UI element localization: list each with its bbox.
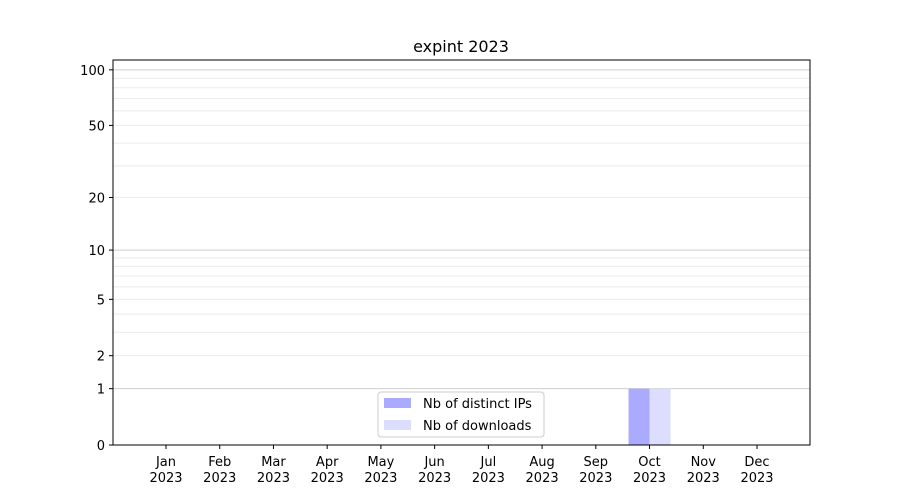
x-tick-label-month: May — [367, 455, 394, 470]
y-tick-label: 0 — [97, 439, 105, 454]
x-tick-label-year: 2023 — [203, 471, 236, 486]
y-tick-label: 1 — [97, 383, 105, 398]
legend-label-ips: Nb of distinct IPs — [423, 397, 532, 412]
y-tick-label: 50 — [88, 119, 105, 134]
x-tick-label-month: Oct — [638, 455, 660, 470]
x-tick-label-month: Mar — [261, 455, 286, 470]
legend-label-downloads: Nb of downloads — [423, 419, 532, 434]
y-tick-label: 2 — [97, 350, 105, 365]
legend-swatch-ips — [384, 398, 411, 408]
bar-downloads — [649, 388, 671, 445]
legend: Nb of distinct IPs Nb of downloads — [377, 391, 545, 438]
x-tick-label-month: Dec — [744, 455, 769, 470]
x-tick-label-month: Feb — [208, 455, 231, 470]
y-tick-label: 5 — [97, 293, 105, 308]
x-tick-label-year: 2023 — [633, 471, 666, 486]
x-tick-label-month: Jul — [480, 455, 497, 470]
chart-title: expint 2023 — [413, 37, 509, 56]
x-tick-label-year: 2023 — [740, 471, 773, 486]
bar-distinct-ips — [628, 388, 650, 445]
plot-frame — [112, 59, 811, 446]
x-tick-label-month: Apr — [316, 455, 339, 470]
x-tick-label-month: Nov — [691, 455, 717, 470]
y-tick-label: 100 — [80, 64, 105, 79]
x-tick-label-year: 2023 — [687, 471, 720, 486]
x-tick-label-year: 2023 — [364, 471, 397, 486]
x-tick-label-month: Jan — [155, 455, 176, 470]
y-tick-label: 20 — [88, 192, 105, 207]
y-tick-label: 10 — [88, 244, 105, 259]
x-tick-label-year: 2023 — [257, 471, 290, 486]
x-tick-label-month: Sep — [584, 455, 609, 470]
x-tick-label-year: 2023 — [149, 471, 182, 486]
x-tick-label-year: 2023 — [472, 471, 505, 486]
legend-swatch-downloads — [384, 420, 411, 430]
x-tick-label-year: 2023 — [311, 471, 344, 486]
x-tick-label-year: 2023 — [418, 471, 451, 486]
x-tick-label-year: 2023 — [579, 471, 612, 486]
x-tick-label-year: 2023 — [526, 471, 559, 486]
x-tick-label-month: Aug — [529, 455, 554, 470]
x-tick-label-month: Jun — [423, 455, 444, 470]
